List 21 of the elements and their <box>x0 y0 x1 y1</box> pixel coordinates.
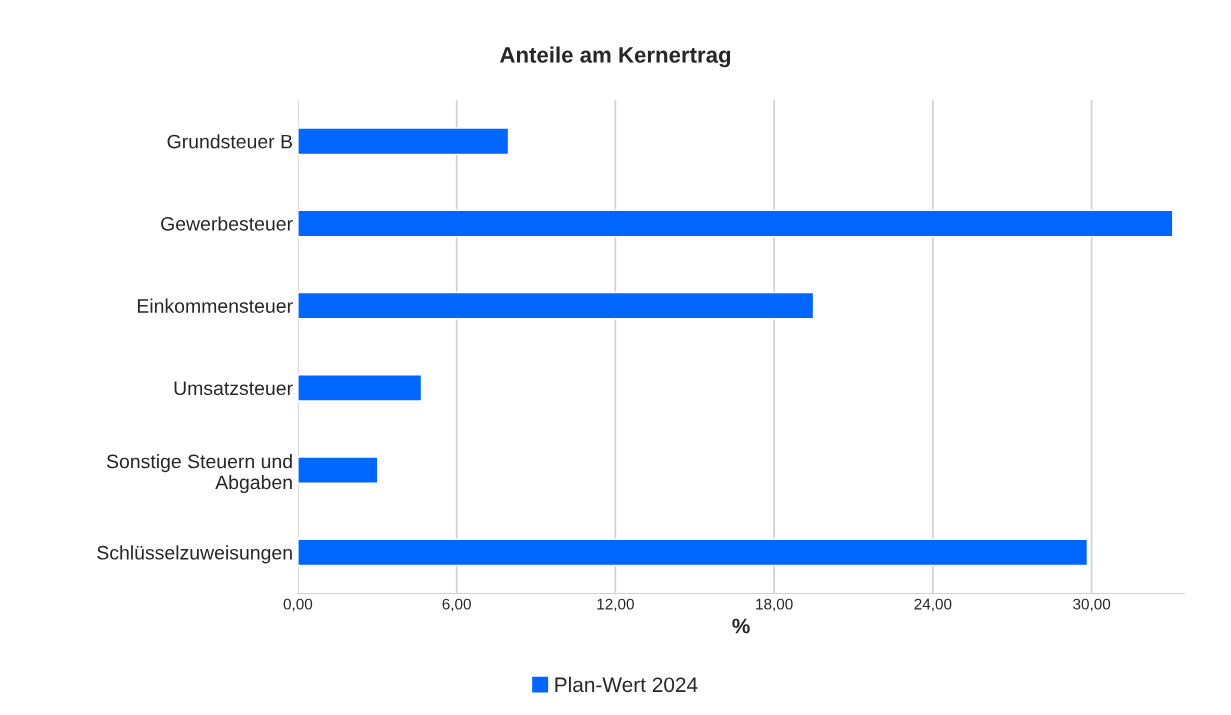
bar <box>297 374 423 402</box>
y-tick-label: Sonstige Steuern und Abgaben <box>106 454 292 494</box>
bar <box>297 127 510 156</box>
chart-title: Anteile am Kernertrag <box>499 46 731 68</box>
bar <box>297 209 1174 238</box>
x-tick-label: 30,00 <box>1073 598 1111 612</box>
x-tick-label: 18,00 <box>756 598 793 612</box>
y-tick-label: Grundsteuer B <box>167 134 293 149</box>
y-tick-label: Schlüsselzuweisungen <box>97 545 292 564</box>
bar <box>297 456 379 484</box>
y-tick-label: Gewerbesteuer <box>161 216 293 231</box>
bar <box>297 291 815 320</box>
y-tick-label: Einkommensteuer <box>137 298 293 313</box>
x-tick-label: 24,00 <box>914 598 952 612</box>
y-tick-label: Umsatzsteuer <box>174 381 293 396</box>
legend-label: Plan-Wert 2024 <box>555 676 698 693</box>
x-tick-label: 0,00 <box>283 598 313 612</box>
x-axis-title: % <box>732 618 750 634</box>
x-tick-label: 6,00 <box>442 598 471 612</box>
bar <box>297 538 1089 567</box>
x-tick-label: 12,00 <box>597 598 634 612</box>
